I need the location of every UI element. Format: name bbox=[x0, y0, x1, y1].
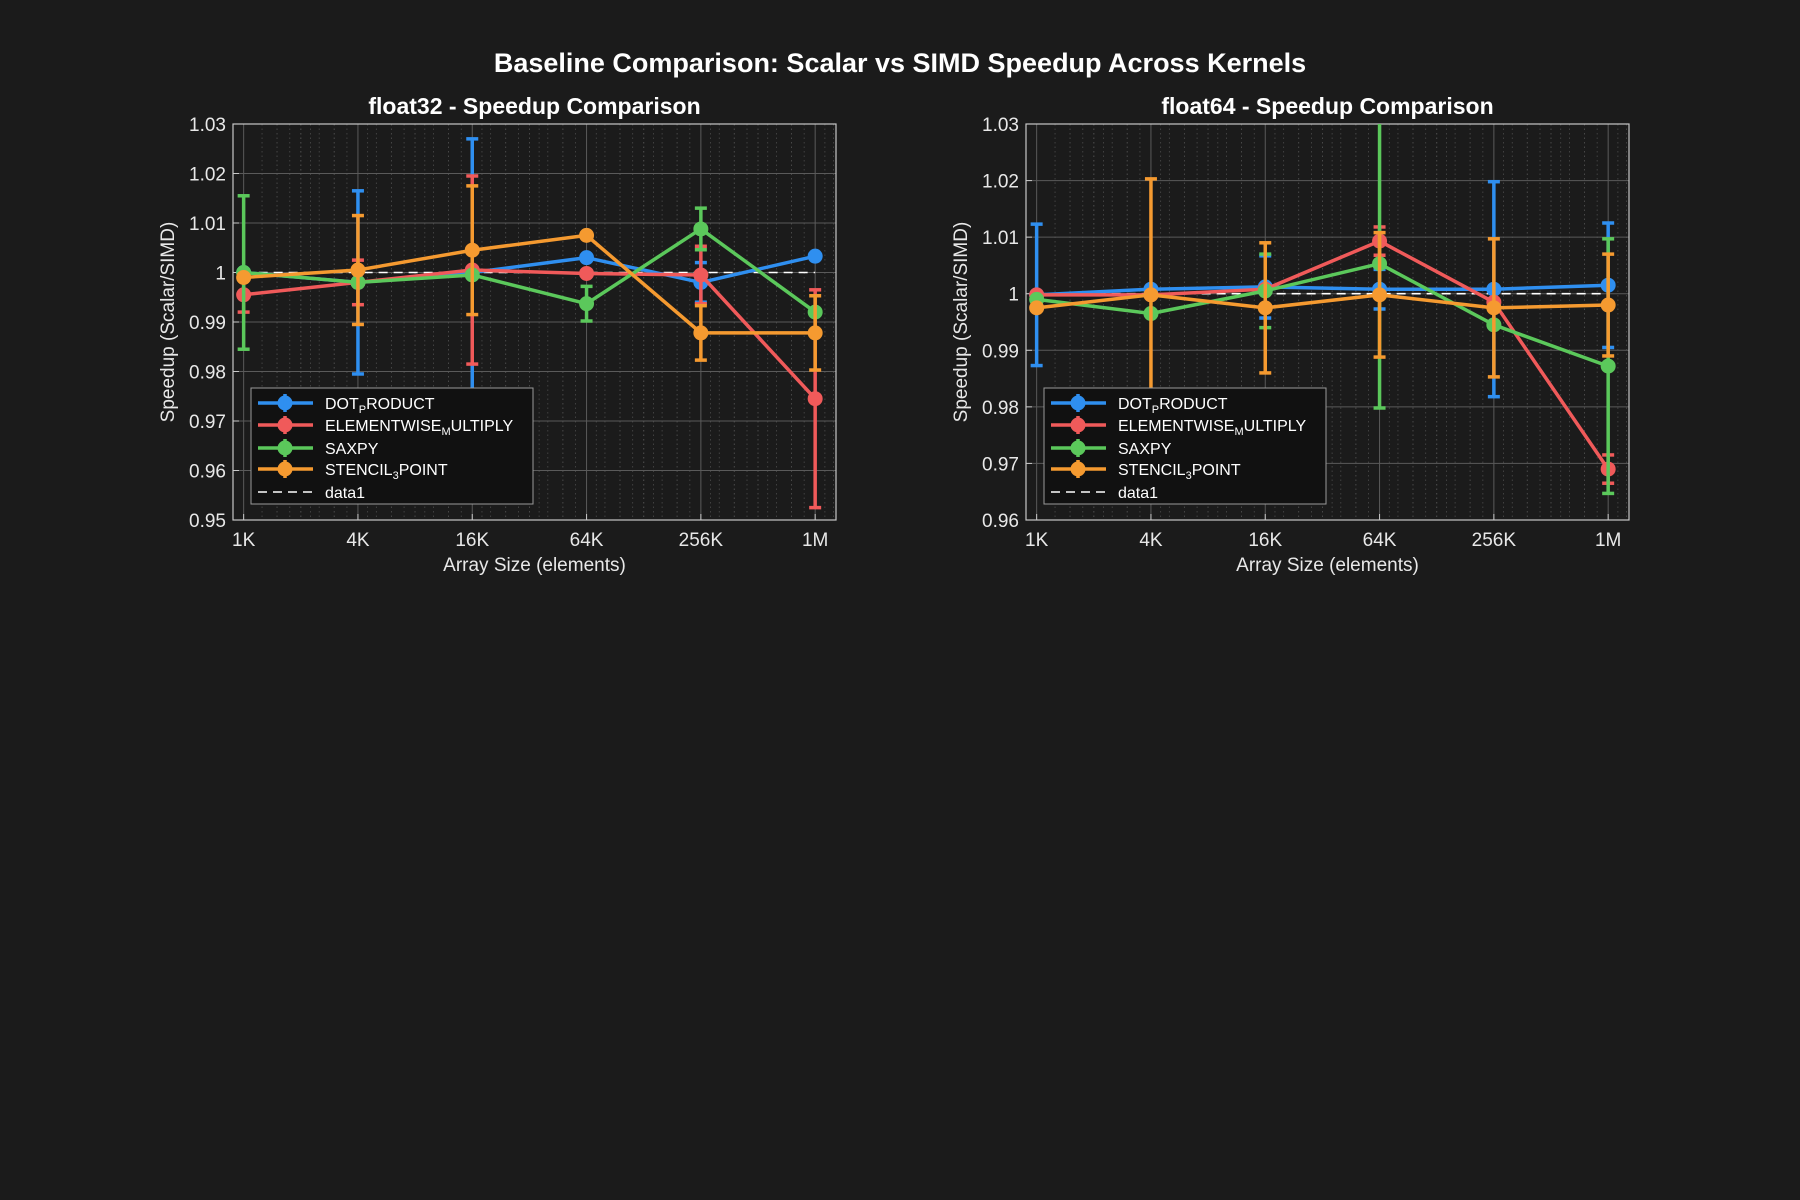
legend-entry: ELEMENTWISEMULTIPLY bbox=[258, 416, 514, 438]
data-point bbox=[807, 248, 823, 264]
x-tick-label: 1M bbox=[1595, 530, 1621, 551]
y-tick-label: 0.98 bbox=[982, 398, 1019, 419]
y-tick-label: 1.03 bbox=[189, 115, 226, 136]
figure-title: Baseline Comparison: Scalar vs SIMD Spee… bbox=[494, 48, 1306, 78]
legend-entry: STENCIL3POINT bbox=[1051, 460, 1241, 482]
legend-entry: ELEMENTWISEMULTIPLY bbox=[1051, 416, 1307, 438]
subplot-title: float32 - Speedup Comparison bbox=[368, 93, 700, 119]
y-tick-label: 1.01 bbox=[189, 214, 226, 235]
x-tick-label: 256K bbox=[679, 530, 724, 551]
x-tick-label: 1M bbox=[802, 530, 828, 551]
legend-label: data1 bbox=[1118, 485, 1158, 502]
x-axis-label: Array Size (elements) bbox=[1236, 555, 1419, 576]
data-point bbox=[807, 325, 823, 341]
x-tick-label: 4K bbox=[1139, 530, 1163, 551]
x-axis-label: Array Size (elements) bbox=[443, 555, 626, 576]
data-point bbox=[236, 269, 252, 285]
x-tick-label: 16K bbox=[1248, 530, 1282, 551]
data-point bbox=[693, 221, 709, 237]
y-tick-label: 0.98 bbox=[189, 363, 226, 384]
legend-label: DOTPRODUCT bbox=[325, 396, 435, 416]
y-tick-label: 1 bbox=[1008, 285, 1019, 306]
legend-box bbox=[250, 387, 534, 505]
y-tick-label: 1.02 bbox=[189, 165, 226, 186]
y-tick-label: 0.96 bbox=[189, 462, 226, 483]
x-tick-label: 1K bbox=[232, 530, 256, 551]
data-point bbox=[350, 262, 366, 278]
x-tick-label: 256K bbox=[1472, 530, 1517, 551]
y-axis-label: Speedup (Scalar/SIMD) bbox=[951, 222, 972, 423]
axes-box bbox=[1025, 123, 1630, 521]
legend-entry: STENCIL3POINT bbox=[258, 460, 448, 482]
y-tick-label: 1.02 bbox=[982, 172, 1019, 193]
series-line bbox=[243, 233, 816, 335]
subplot-float32: 1K 4K 16K 64K 256K 1M 0.95 0.96 0.97 0.98 0.99 1 1.0… bbox=[158, 93, 837, 576]
legend-box bbox=[1043, 387, 1327, 505]
legend-entry: data1 bbox=[258, 485, 365, 502]
x-tick-label: 4K bbox=[346, 530, 370, 551]
data-point bbox=[579, 265, 595, 281]
y-tick-label: 0.97 bbox=[189, 412, 226, 433]
legend-label: ELEMENTWISEMULTIPLY bbox=[325, 418, 514, 438]
data-point bbox=[1143, 287, 1159, 303]
y-ticks: 0.96 0.97 0.98 0.99 1 1.01 1.02 1.03 bbox=[982, 115, 1032, 532]
data-point bbox=[693, 325, 709, 341]
series-stencil bbox=[1029, 177, 1616, 413]
y-ticks: 0.95 0.96 0.97 0.98 0.99 1 1.01 1.02 1.03 bbox=[189, 115, 239, 532]
x-tick-label: 16K bbox=[455, 530, 489, 551]
legend-label: ELEMENTWISEMULTIPLY bbox=[1118, 418, 1307, 438]
legend-entry: DOTPRODUCT bbox=[1051, 394, 1228, 416]
x-tick-label: 64K bbox=[1363, 530, 1397, 551]
series-line bbox=[1036, 293, 1609, 310]
data-point bbox=[1486, 300, 1502, 316]
legend-entry: data1 bbox=[1051, 485, 1158, 502]
legend-label: STENCIL3POINT bbox=[325, 462, 448, 482]
y-tick-label: 1.01 bbox=[982, 228, 1019, 249]
y-tick-label: 0.97 bbox=[982, 454, 1019, 475]
subplot-title: float64 - Speedup Comparison bbox=[1161, 93, 1493, 119]
data-point bbox=[1257, 300, 1273, 316]
legend-label: DOTPRODUCT bbox=[1118, 396, 1228, 416]
legend-label: STENCIL3POINT bbox=[1118, 462, 1241, 482]
legend-entry: DOTPRODUCT bbox=[258, 394, 435, 416]
y-tick-label: 1 bbox=[215, 264, 226, 285]
data-point bbox=[579, 227, 595, 243]
y-tick-label: 0.99 bbox=[189, 313, 226, 334]
series-layer bbox=[236, 137, 823, 510]
subplot-float64: 1K 4K 16K 64K 256K 1M 0.96 0.97 0.98 0.99 1 1.01 1.0… bbox=[951, 93, 1630, 576]
series-stencil bbox=[236, 184, 823, 372]
data-point bbox=[464, 242, 480, 258]
series-line bbox=[243, 268, 817, 400]
data-point bbox=[579, 296, 595, 312]
legend-label: data1 bbox=[325, 485, 365, 502]
data-point bbox=[1029, 300, 1045, 316]
y-tick-label: 0.96 bbox=[982, 511, 1019, 532]
data-point bbox=[693, 267, 709, 283]
data-point bbox=[579, 250, 595, 266]
legend-entry: SAXPY bbox=[258, 439, 379, 458]
legend-label: SAXPY bbox=[1118, 441, 1172, 458]
legend-label: SAXPY bbox=[325, 441, 379, 458]
series-layer bbox=[1029, 124, 1616, 496]
series-saxpy bbox=[1029, 124, 1616, 496]
y-tick-label: 0.95 bbox=[189, 511, 226, 532]
data-point bbox=[1600, 358, 1616, 374]
data-point bbox=[1600, 297, 1616, 313]
y-tick-label: 1.03 bbox=[982, 115, 1019, 136]
x-tick-label: 64K bbox=[570, 530, 604, 551]
legend-entry: SAXPY bbox=[1051, 439, 1172, 458]
x-ticks: 1K 4K 16K 64K 256K 1M bbox=[232, 514, 828, 551]
x-tick-label: 1K bbox=[1025, 530, 1049, 551]
series-line bbox=[1036, 283, 1609, 297]
series-line bbox=[243, 227, 817, 314]
x-ticks: 1K 4K 16K 64K 256K 1M bbox=[1025, 514, 1621, 551]
y-tick-label: 0.99 bbox=[982, 341, 1019, 362]
y-axis-label: Speedup (Scalar/SIMD) bbox=[158, 222, 179, 423]
series-line bbox=[1036, 261, 1609, 368]
data-point bbox=[1372, 287, 1388, 303]
data-point bbox=[807, 391, 823, 407]
